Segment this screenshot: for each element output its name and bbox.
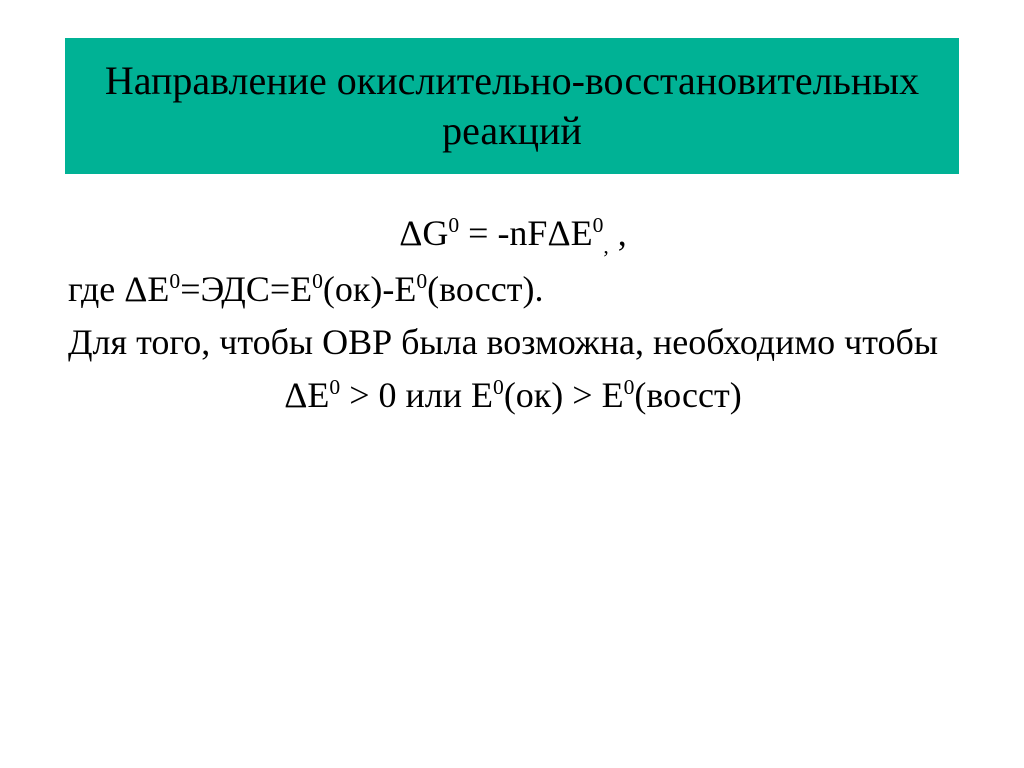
- equation-gibbs: ΔG0 = -nFΔE0, ,: [68, 210, 958, 260]
- definition-line: где ΔE0=ЭДС=E0(ок)-E0(восст).: [68, 266, 958, 313]
- slide: Направление окислительно-восстановительн…: [0, 0, 1024, 768]
- condition-intro: Для того, чтобы ОВР была возможна, необх…: [68, 319, 958, 366]
- equation-condition: ΔE0 > 0 или E0(ок) > E0(восст): [68, 372, 958, 419]
- title-box: Направление окислительно-восстановительн…: [65, 38, 959, 174]
- slide-title: Направление окислительно-восстановительн…: [85, 56, 939, 156]
- slide-body: ΔG0 = -nFΔE0, , где ΔE0=ЭДС=E0(ок)-E0(во…: [68, 210, 958, 425]
